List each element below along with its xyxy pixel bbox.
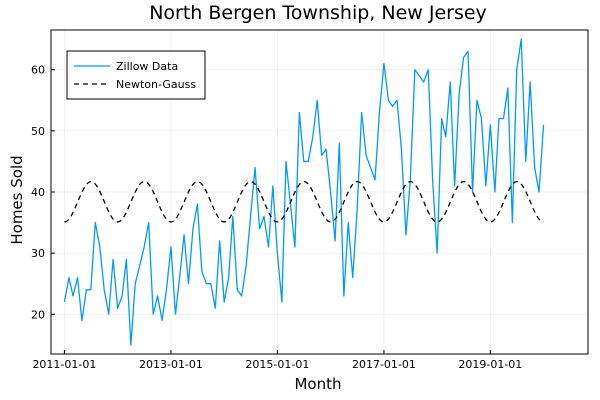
series-line-zillow-data xyxy=(63,38,545,346)
y-tick-label: 50 xyxy=(31,125,45,138)
legend-label-zillow-data: Zillow Data xyxy=(116,60,178,73)
x-axis-ticks: 2011-01-01 2013-01-01 2015-01-01 2017-01-01… xyxy=(32,350,522,371)
y-axis-ticks: 20 30 40 50 60 xyxy=(31,64,55,321)
x-tick-label: 2011-01-01 xyxy=(32,358,96,371)
y-axis-label: Homes Sold xyxy=(8,155,26,244)
x-tick-label: 2017-01-01 xyxy=(352,358,416,371)
y-tick-label: 60 xyxy=(31,64,45,77)
series-line-newton-gauss xyxy=(64,180,544,223)
series-lines xyxy=(63,38,545,346)
y-tick-label: 20 xyxy=(31,308,45,321)
legend-box xyxy=(66,50,206,100)
legend-label-newton-gauss: Newton-Gauss xyxy=(116,78,196,91)
x-axis-label: Month xyxy=(294,375,341,393)
x-tick-label: 2015-01-01 xyxy=(245,358,309,371)
legend: Zillow Data Newton-Gauss xyxy=(66,50,206,100)
y-tick-label: 40 xyxy=(31,186,45,199)
y-tick-label: 30 xyxy=(31,247,45,260)
x-tick-label: 2019-01-01 xyxy=(458,358,522,371)
chart-title: North Bergen Township, New Jersey xyxy=(149,2,487,24)
x-tick-label: 2013-01-01 xyxy=(139,358,203,371)
